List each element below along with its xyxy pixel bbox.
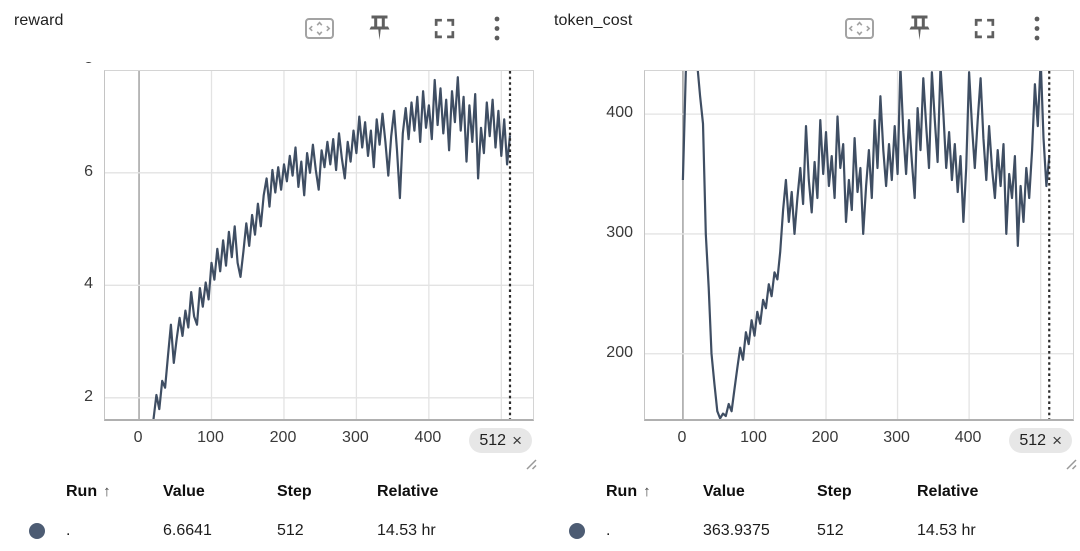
run-table: Run ↑ Value Step Relative . 6.6641 512 14… [0, 476, 540, 546]
chart-plot-area[interactable] [644, 70, 1074, 421]
sort-arrow: ↑ [103, 483, 111, 500]
table-header-row: Run ↑ Value Step Relative [0, 481, 540, 503]
y-tick-label: 400 [606, 104, 633, 122]
pan-view-icon[interactable] [844, 16, 875, 47]
y-axis-labels: 2 4 6 8 [0, 62, 97, 434]
column-header-run[interactable]: Run ↑ [66, 483, 111, 500]
column-header-value[interactable]: Value [163, 483, 205, 500]
run-step: 512 [277, 522, 304, 539]
panel-resize-handle[interactable] [522, 455, 538, 471]
run-color-dot [569, 523, 585, 539]
x-axis-zoom-badge[interactable]: 512 × [1009, 428, 1072, 453]
sort-arrow: ↑ [643, 483, 651, 500]
run-table: Run ↑ Value Step Relative . 363.9375 512 … [540, 476, 1080, 546]
x-tick-label: 100 [740, 429, 767, 446]
pin-icon[interactable] [908, 13, 931, 48]
pin-icon[interactable] [368, 13, 391, 48]
x-tick-label: 200 [269, 429, 297, 446]
column-header-run[interactable]: Run ↑ [606, 483, 651, 500]
kebab-menu-icon[interactable] [1032, 15, 1042, 48]
x-axis-zoom-badge[interactable]: 512 × [469, 428, 532, 453]
column-header-step[interactable]: Step [277, 483, 312, 500]
table-header-row: Run ↑ Value Step Relative [540, 481, 1080, 503]
run-step: 512 [817, 522, 844, 539]
panel-resize-handle[interactable] [1062, 455, 1078, 471]
metric-panel-token-cost: token_cost [540, 0, 1080, 551]
close-icon[interactable]: × [512, 431, 522, 450]
zoom-badge-value: 512 [1019, 431, 1047, 449]
x-tick-label: 300 [342, 429, 369, 446]
run-name[interactable]: . [66, 522, 71, 539]
chart-plot-area[interactable] [104, 70, 534, 421]
run-relative-time: 14.53 hr [377, 522, 436, 539]
y-tick-label: 200 [606, 343, 633, 361]
run-value: 363.9375 [703, 522, 770, 539]
run-relative-time: 14.53 hr [917, 522, 976, 539]
panel-title: token_cost [554, 12, 633, 29]
x-tick-label: 0 [133, 429, 143, 446]
y-tick-label: 6 [84, 162, 93, 180]
x-tick-label: 300 [883, 429, 910, 446]
x-axis-labels: 0 100 200 300 400 [644, 427, 1074, 449]
x-tick-label: 200 [811, 429, 839, 446]
table-row[interactable]: . 6.6641 512 14.53 hr [0, 520, 540, 542]
column-header-step[interactable]: Step [817, 483, 852, 500]
x-tick-label: 400 [954, 429, 982, 446]
run-color-dot [29, 523, 45, 539]
kebab-menu-icon[interactable] [492, 15, 502, 48]
metric-panel-reward: reward [0, 12, 540, 546]
zoom-badge-value: 512 [479, 431, 507, 449]
y-tick-label: 300 [606, 223, 633, 241]
close-icon[interactable]: × [1052, 431, 1062, 450]
column-header-relative[interactable]: Relative [917, 483, 979, 500]
table-row[interactable]: . 363.9375 512 14.53 hr [540, 520, 1080, 542]
x-axis-labels: 0 100 200 300 400 [104, 427, 534, 449]
column-header-relative[interactable]: Relative [377, 483, 439, 500]
column-header-value[interactable]: Value [703, 483, 745, 500]
y-axis-labels: 200 300 400 [540, 62, 637, 434]
run-name[interactable]: . [606, 522, 611, 539]
y-tick-label: 8 [0, 62, 97, 69]
y-tick-label: 4 [84, 275, 93, 293]
run-value: 6.6641 [163, 522, 212, 539]
fullscreen-icon[interactable] [432, 16, 457, 46]
fullscreen-icon[interactable] [972, 16, 997, 46]
panel-title: reward [14, 12, 64, 29]
y-tick-label: 2 [84, 387, 93, 405]
x-tick-label: 100 [197, 429, 224, 446]
x-tick-label: 400 [414, 429, 442, 446]
x-tick-label: 0 [677, 429, 687, 446]
pan-view-icon[interactable] [304, 16, 335, 47]
